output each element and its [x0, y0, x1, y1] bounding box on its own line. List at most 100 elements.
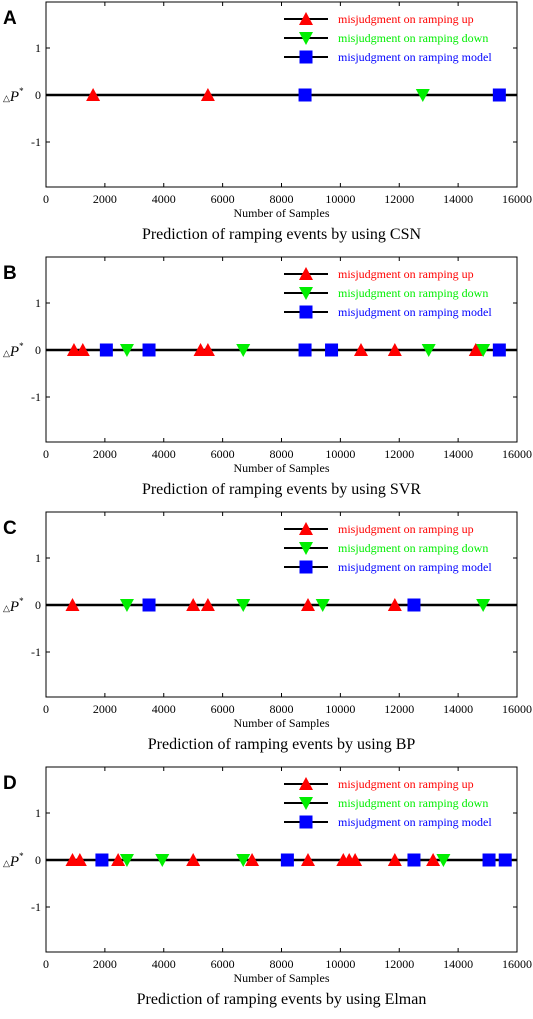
marker-triangle-down	[119, 599, 134, 612]
x-tick-label: 12000	[384, 192, 414, 206]
legend-label: misjudgment on ramping down	[338, 286, 488, 300]
marker-square	[492, 88, 506, 102]
marker-triangle-up	[75, 343, 90, 356]
x-tick-label: 8000	[270, 192, 294, 206]
x-axis-label: Number of Samples	[234, 971, 330, 985]
x-tick-label: 0	[43, 957, 49, 971]
legend-marker-triangle-up	[299, 522, 313, 535]
legend-label: misjudgment on ramping down	[338, 796, 488, 810]
marker-triangle-down	[236, 599, 251, 612]
y-tick-label: 0	[35, 88, 41, 102]
x-tick-label: 12000	[384, 702, 414, 716]
legend-marker-triangle-up	[299, 777, 313, 790]
marker-square	[95, 853, 109, 867]
marker-triangle-down	[236, 344, 251, 357]
y-tick-label: -1	[31, 900, 41, 914]
legend-marker-triangle-down	[299, 287, 313, 300]
marker-triangle-up	[387, 598, 402, 611]
x-tick-label: 16000	[502, 702, 532, 716]
marker-triangle-down	[421, 344, 436, 357]
y-axis-label: △P*	[3, 851, 24, 870]
x-tick-label: 10000	[325, 957, 355, 971]
marker-triangle-up	[426, 853, 441, 866]
marker-square	[99, 343, 113, 357]
x-tick-label: 4000	[152, 192, 176, 206]
panel-letter: B	[3, 263, 17, 284]
x-tick-label: 8000	[270, 447, 294, 461]
legend-label: misjudgment on ramping up	[338, 12, 474, 26]
x-tick-label: 2000	[93, 957, 117, 971]
y-tick-label: 0	[35, 343, 41, 357]
marker-square	[280, 853, 294, 867]
marker-square	[142, 343, 156, 357]
y-tick-label: 1	[35, 806, 41, 820]
marker-triangle-up	[387, 853, 402, 866]
x-tick-label: 14000	[443, 192, 473, 206]
x-tick-label: 6000	[211, 192, 235, 206]
x-tick-label: 16000	[502, 192, 532, 206]
marker-triangle-up	[348, 853, 363, 866]
marker-triangle-up	[200, 598, 215, 611]
panel-letter: D	[3, 773, 17, 794]
marker-triangle-up	[353, 343, 368, 356]
legend-label: misjudgment on ramping up	[338, 267, 474, 281]
marker-triangle-up	[200, 343, 215, 356]
marker-triangle-up	[111, 853, 126, 866]
chart-panel-a: A 0 2000 4000 6000 8000 10000 12000 14000 16000 1 0…	[3, 1, 532, 243]
legend-label: misjudgment on ramping up	[338, 522, 474, 536]
chart-panel-d: D 0 2000 4000 6000 8000 10000 12000 14000 16000 1 0…	[3, 766, 532, 1008]
x-tick-label: 14000	[443, 702, 473, 716]
x-tick-label: 0	[43, 702, 49, 716]
legend-marker-triangle-down	[299, 797, 313, 810]
y-tick-label: -1	[31, 645, 41, 659]
x-tick-label: 16000	[502, 957, 532, 971]
marker-square	[298, 343, 312, 357]
legend-label: misjudgment on ramping model	[338, 815, 492, 829]
legend-label: misjudgment on ramping down	[338, 541, 488, 555]
marker-triangle-up	[245, 853, 260, 866]
legend-label: misjudgment on ramping model	[338, 50, 492, 64]
marker-square	[498, 853, 512, 867]
chart-caption: Prediction of ramping events by using El…	[137, 991, 427, 1008]
x-tick-label: 10000	[325, 447, 355, 461]
legend-marker-triangle-down	[299, 32, 313, 45]
x-tick-label: 0	[43, 447, 49, 461]
x-tick-label: 10000	[325, 702, 355, 716]
marker-triangle-up	[65, 598, 80, 611]
legend-marker-square	[299, 305, 313, 319]
marker-triangle-up	[86, 88, 101, 101]
y-tick-label: 1	[35, 551, 41, 565]
chart-caption: Prediction of ramping events by using BP	[148, 736, 416, 753]
legend-label: misjudgment on ramping down	[338, 31, 488, 45]
marker-triangle-up	[468, 343, 483, 356]
legend-marker-square	[299, 50, 313, 64]
x-tick-label: 6000	[211, 702, 235, 716]
x-tick-label: 16000	[502, 447, 532, 461]
chart-caption: Prediction of ramping events by using CS…	[142, 226, 422, 243]
chart-panel-c: C 0 2000 4000 6000 8000 10000 12000 14000 16000 1 0…	[3, 511, 532, 753]
marker-triangle-up	[300, 598, 315, 611]
x-axis-label: Number of Samples	[234, 716, 330, 730]
marker-square	[482, 853, 496, 867]
x-tick-label: 2000	[93, 447, 117, 461]
panel-letter: C	[3, 518, 17, 539]
marker-triangle-down	[236, 854, 251, 867]
legend-marker-square	[299, 815, 313, 829]
legend-label: misjudgment on ramping model	[338, 305, 492, 319]
marker-triangle-up	[186, 598, 201, 611]
chart-panel-b: B 0 2000 4000 6000 8000 10000 12000 14000 16000 1 0…	[3, 256, 532, 498]
x-tick-label: 2000	[93, 702, 117, 716]
y-tick-label: 1	[35, 41, 41, 55]
x-tick-label: 10000	[325, 192, 355, 206]
panel-letter: A	[3, 8, 17, 29]
x-tick-label: 12000	[384, 957, 414, 971]
y-tick-label: -1	[31, 390, 41, 404]
x-tick-label: 4000	[152, 702, 176, 716]
marker-triangle-down	[119, 854, 134, 867]
marker-square	[298, 88, 312, 102]
marker-triangle-up	[200, 88, 215, 101]
x-tick-label: 8000	[270, 702, 294, 716]
legend-label: misjudgment on ramping model	[338, 560, 492, 574]
x-axis-label: Number of Samples	[234, 206, 330, 220]
